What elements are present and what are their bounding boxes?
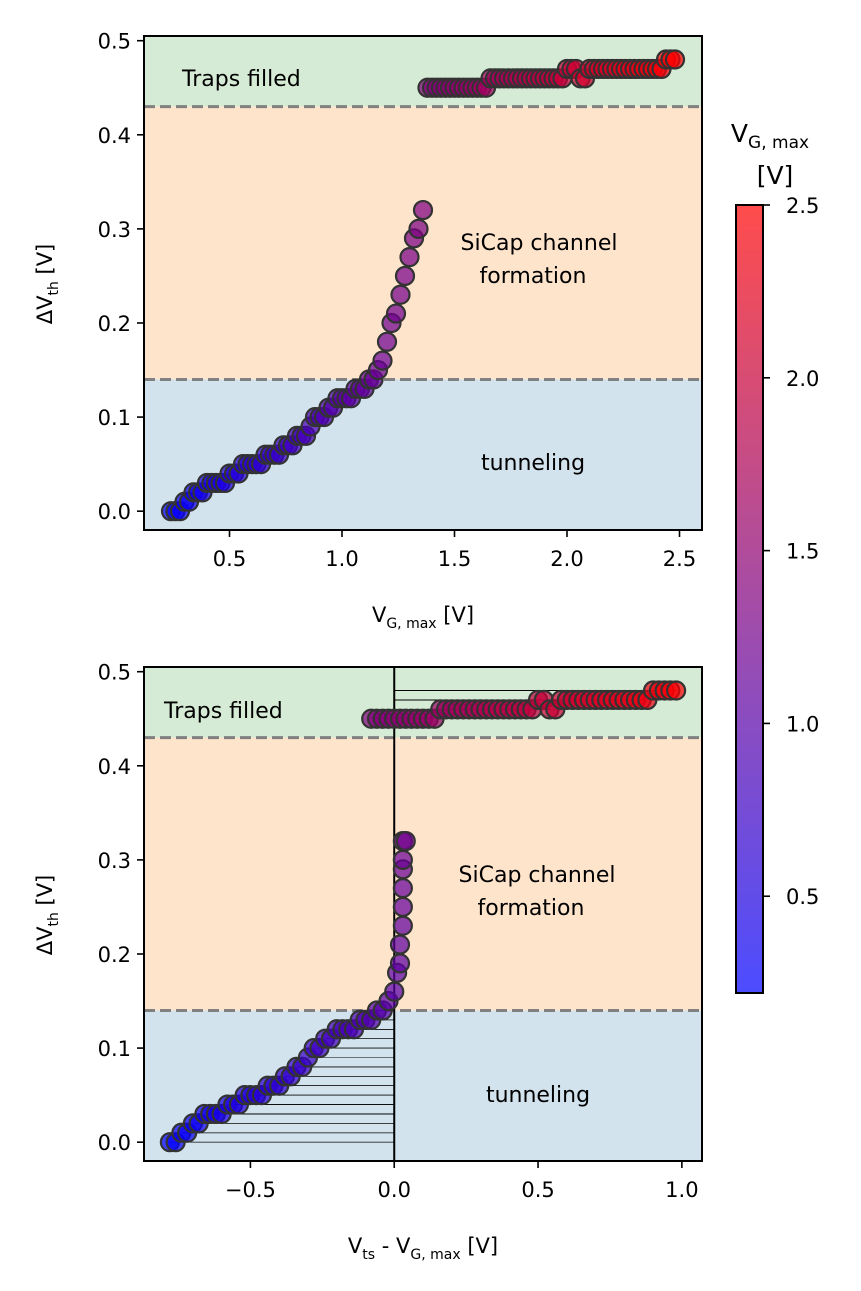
top-threshold-lines [144, 105, 702, 381]
data-point [389, 953, 411, 974]
data-point [395, 830, 416, 852]
top-sicap-label-line2: formation [480, 264, 587, 289]
top-x-tick-label: 0.5 [213, 547, 246, 571]
bottom-region-bands [144, 667, 702, 1161]
data-point [666, 680, 687, 701]
bottom-y-tick-label: 0.5 [98, 661, 131, 685]
colorbar-gradient [735, 204, 764, 994]
top-y-tick-label: 0.2 [98, 312, 131, 336]
data-point [392, 896, 413, 918]
data-point [408, 218, 429, 239]
bottom-threshold-lines [144, 736, 702, 1012]
data-point [392, 878, 413, 899]
data-point [392, 915, 413, 936]
bottom-x-axis-label: Vts - VG, max [V] [348, 1234, 498, 1263]
bottom-x-tick-label: −0.5 [225, 1178, 276, 1202]
colorbar: 0.5 1.0 1.5 2.0 2.5 VG, max [V] [731, 119, 819, 994]
bottom-x-tick-label: 1.0 [665, 1178, 698, 1202]
colorbar-ticks: 0.5 1.0 1.5 2.0 2.5 [763, 194, 819, 909]
data-point [392, 849, 413, 870]
top-channel-region [144, 106, 702, 380]
bottom-scatter-points [159, 680, 687, 1153]
bottom-channel-region [144, 737, 702, 1011]
top-tunneling-label: tunneling [481, 451, 585, 476]
colorbar-tick-label: 2.5 [786, 194, 819, 218]
top-y-tick-label: 0.5 [98, 30, 131, 54]
top-x-tick-label: 1.5 [438, 547, 471, 571]
data-point [399, 247, 420, 268]
data-point [389, 934, 411, 955]
bottom-tunneling-label: tunneling [486, 1083, 590, 1108]
top-traps-filled-label: Traps filled [181, 67, 301, 92]
bottom-y-axis-label: ΔVth [V] [33, 875, 62, 956]
top-y-tick-label: 0.0 [98, 500, 131, 524]
bottom-axes-frame [143, 666, 703, 1162]
bottom-y-axis-ticks: 0.0 0.1 0.2 0.3 0.4 0.5 [98, 661, 144, 1155]
bottom-sicap-label-line2: formation [478, 896, 585, 921]
data-point [394, 265, 416, 287]
top-x-tick-label: 2.5 [663, 547, 696, 571]
bottom-y-tick-label: 0.1 [98, 1037, 131, 1061]
colorbar-title: VG, max [731, 119, 809, 153]
top-tunneling-region [144, 379, 702, 530]
data-point [664, 49, 686, 70]
top-scatter-panel: Traps filled SiCap channel formation tun… [33, 30, 703, 632]
bottom-tunneling-region [144, 1010, 702, 1161]
bottom-y-tick-label: 0.3 [98, 849, 131, 873]
bottom-x-axis-ticks: −0.5 0.0 0.5 1.0 [225, 1161, 699, 1202]
data-point [384, 981, 405, 1002]
bottom-y-tick-label: 0.0 [98, 1131, 131, 1155]
top-y-tick-label: 0.1 [98, 406, 131, 430]
top-x-axis-label: VG, max [V] [372, 603, 474, 632]
top-axes-frame [143, 35, 703, 531]
bottom-x-tick-label: 0.0 [378, 1178, 411, 1202]
top-sicap-label-line1: SiCap channel [461, 231, 618, 256]
top-y-tick-label: 0.3 [98, 218, 131, 242]
colorbar-tick-label: 1.5 [786, 540, 819, 564]
top-x-axis-ticks: 0.5 1.0 1.5 2.0 2.5 [213, 530, 696, 571]
top-region-bands [144, 36, 702, 530]
bottom-y-tick-label: 0.4 [98, 755, 131, 779]
data-point [372, 350, 393, 371]
data-point [412, 199, 434, 221]
colorbar-tick-label: 0.5 [786, 885, 819, 909]
bottom-x-tick-label: 0.5 [521, 1178, 554, 1202]
data-point [390, 284, 411, 305]
bottom-sicap-label-line1: SiCap channel [459, 863, 616, 888]
data-point [385, 303, 407, 324]
bottom-scatter-panel: Traps filled SiCap channel formation tun… [33, 661, 703, 1263]
top-scatter-points [160, 49, 686, 522]
colorbar-tick-label: 2.0 [786, 367, 819, 391]
top-y-axis-label: ΔVth [V] [33, 244, 62, 325]
top-x-tick-label: 1.0 [325, 547, 358, 571]
top-y-axis-ticks: 0.0 0.1 0.2 0.3 0.4 0.5 [98, 30, 144, 524]
top-y-tick-label: 0.4 [98, 124, 131, 148]
colorbar-tick-label: 1.0 [786, 712, 819, 736]
bottom-y-tick-label: 0.2 [98, 943, 131, 967]
colorbar-title-unit: [V] [757, 161, 794, 190]
top-x-tick-label: 2.0 [550, 547, 583, 571]
data-point [376, 331, 398, 352]
bottom-traps-filled-label: Traps filled [163, 699, 283, 724]
